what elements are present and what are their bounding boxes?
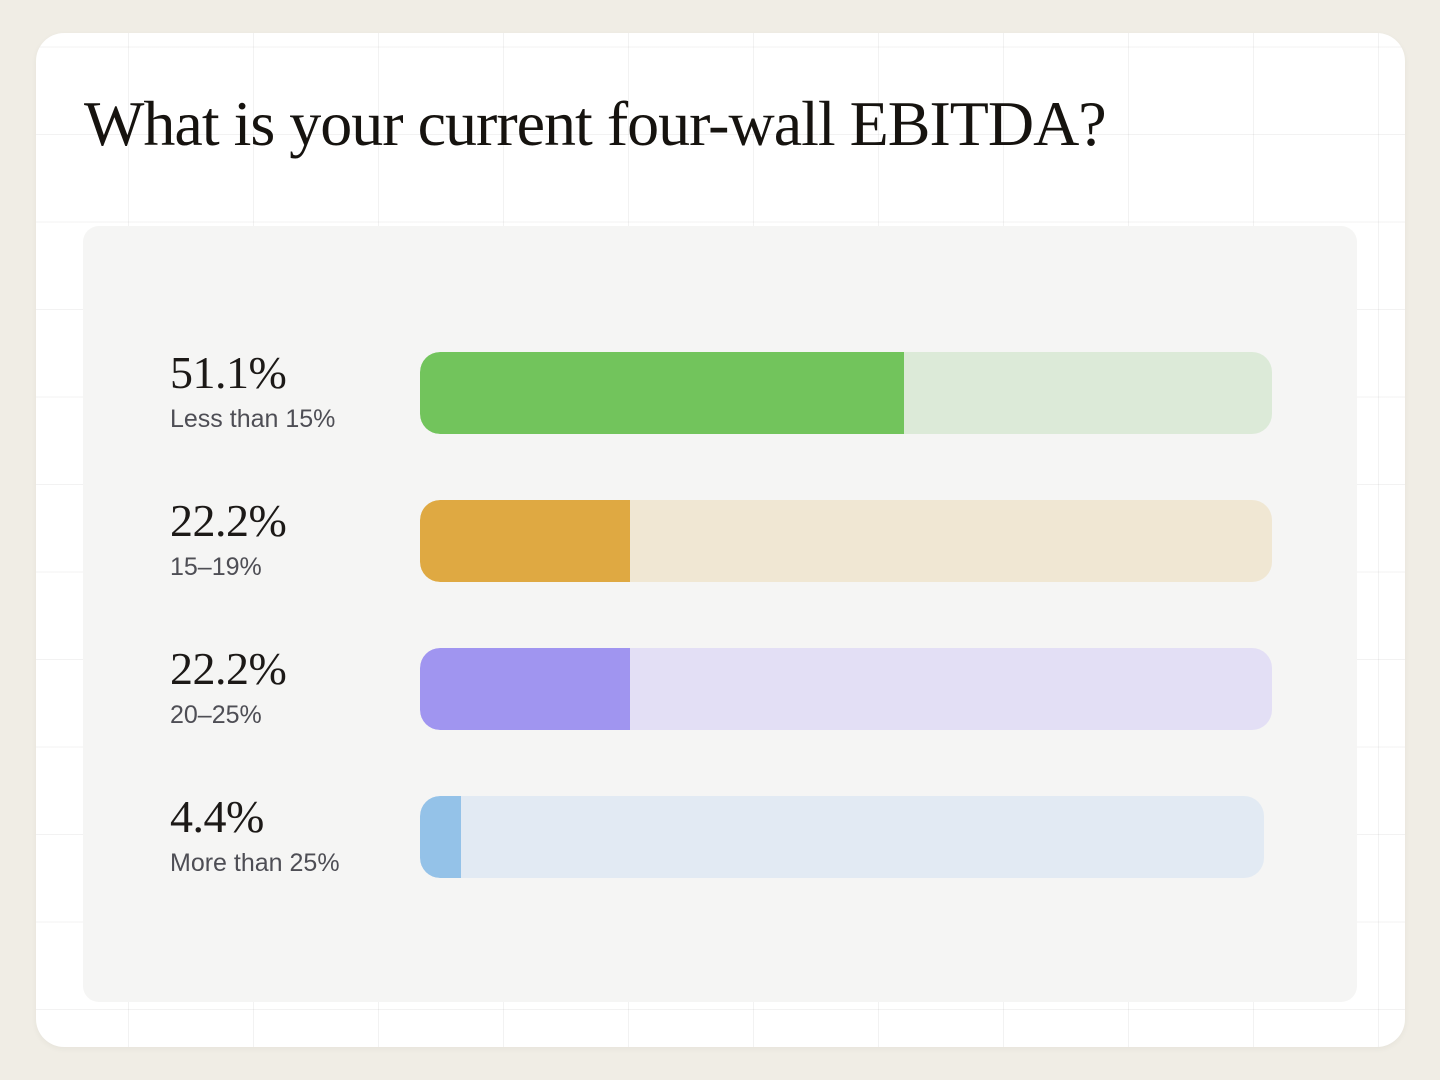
row-label-block: 22.2% 20–25% bbox=[170, 643, 420, 730]
bar-track bbox=[420, 500, 1272, 582]
row-label-block: 22.2% 15–19% bbox=[170, 495, 420, 582]
chart-row: 4.4% More than 25% bbox=[170, 791, 1272, 878]
row-category-label: More than 25% bbox=[170, 849, 340, 877]
row-category-label: 20–25% bbox=[170, 701, 262, 729]
bar-rows: 51.1% Less than 15% 22.2% 15–19% 22.2% 2… bbox=[170, 347, 1272, 878]
row-category-label: Less than 15% bbox=[170, 405, 336, 433]
row-label-block: 51.1% Less than 15% bbox=[170, 347, 420, 434]
bar-fill bbox=[420, 648, 631, 730]
bar-track bbox=[420, 796, 1264, 878]
row-value-label: 22.2% bbox=[170, 643, 287, 694]
chart-panel: 51.1% Less than 15% 22.2% 15–19% 22.2% 2… bbox=[83, 226, 1357, 1002]
row-value-label: 51.1% bbox=[170, 347, 287, 398]
chart-row: 22.2% 20–25% bbox=[170, 643, 1272, 730]
bar-fill bbox=[420, 500, 631, 582]
row-label-block: 4.4% More than 25% bbox=[170, 791, 420, 878]
chart-row: 22.2% 15–19% bbox=[170, 495, 1272, 582]
chart-title: What is your current four-wall EBITDA? bbox=[84, 88, 1107, 159]
chart-row: 51.1% Less than 15% bbox=[170, 347, 1272, 434]
bar-track bbox=[420, 648, 1272, 730]
row-category-label: 15–19% bbox=[170, 553, 262, 581]
bar-fill bbox=[420, 352, 904, 434]
row-value-label: 22.2% bbox=[170, 495, 287, 546]
survey-card: What is your current four-wall EBITDA? 5… bbox=[36, 33, 1405, 1047]
bar-fill bbox=[420, 796, 462, 878]
bar-track bbox=[420, 352, 1272, 434]
row-value-label: 4.4% bbox=[170, 791, 264, 842]
